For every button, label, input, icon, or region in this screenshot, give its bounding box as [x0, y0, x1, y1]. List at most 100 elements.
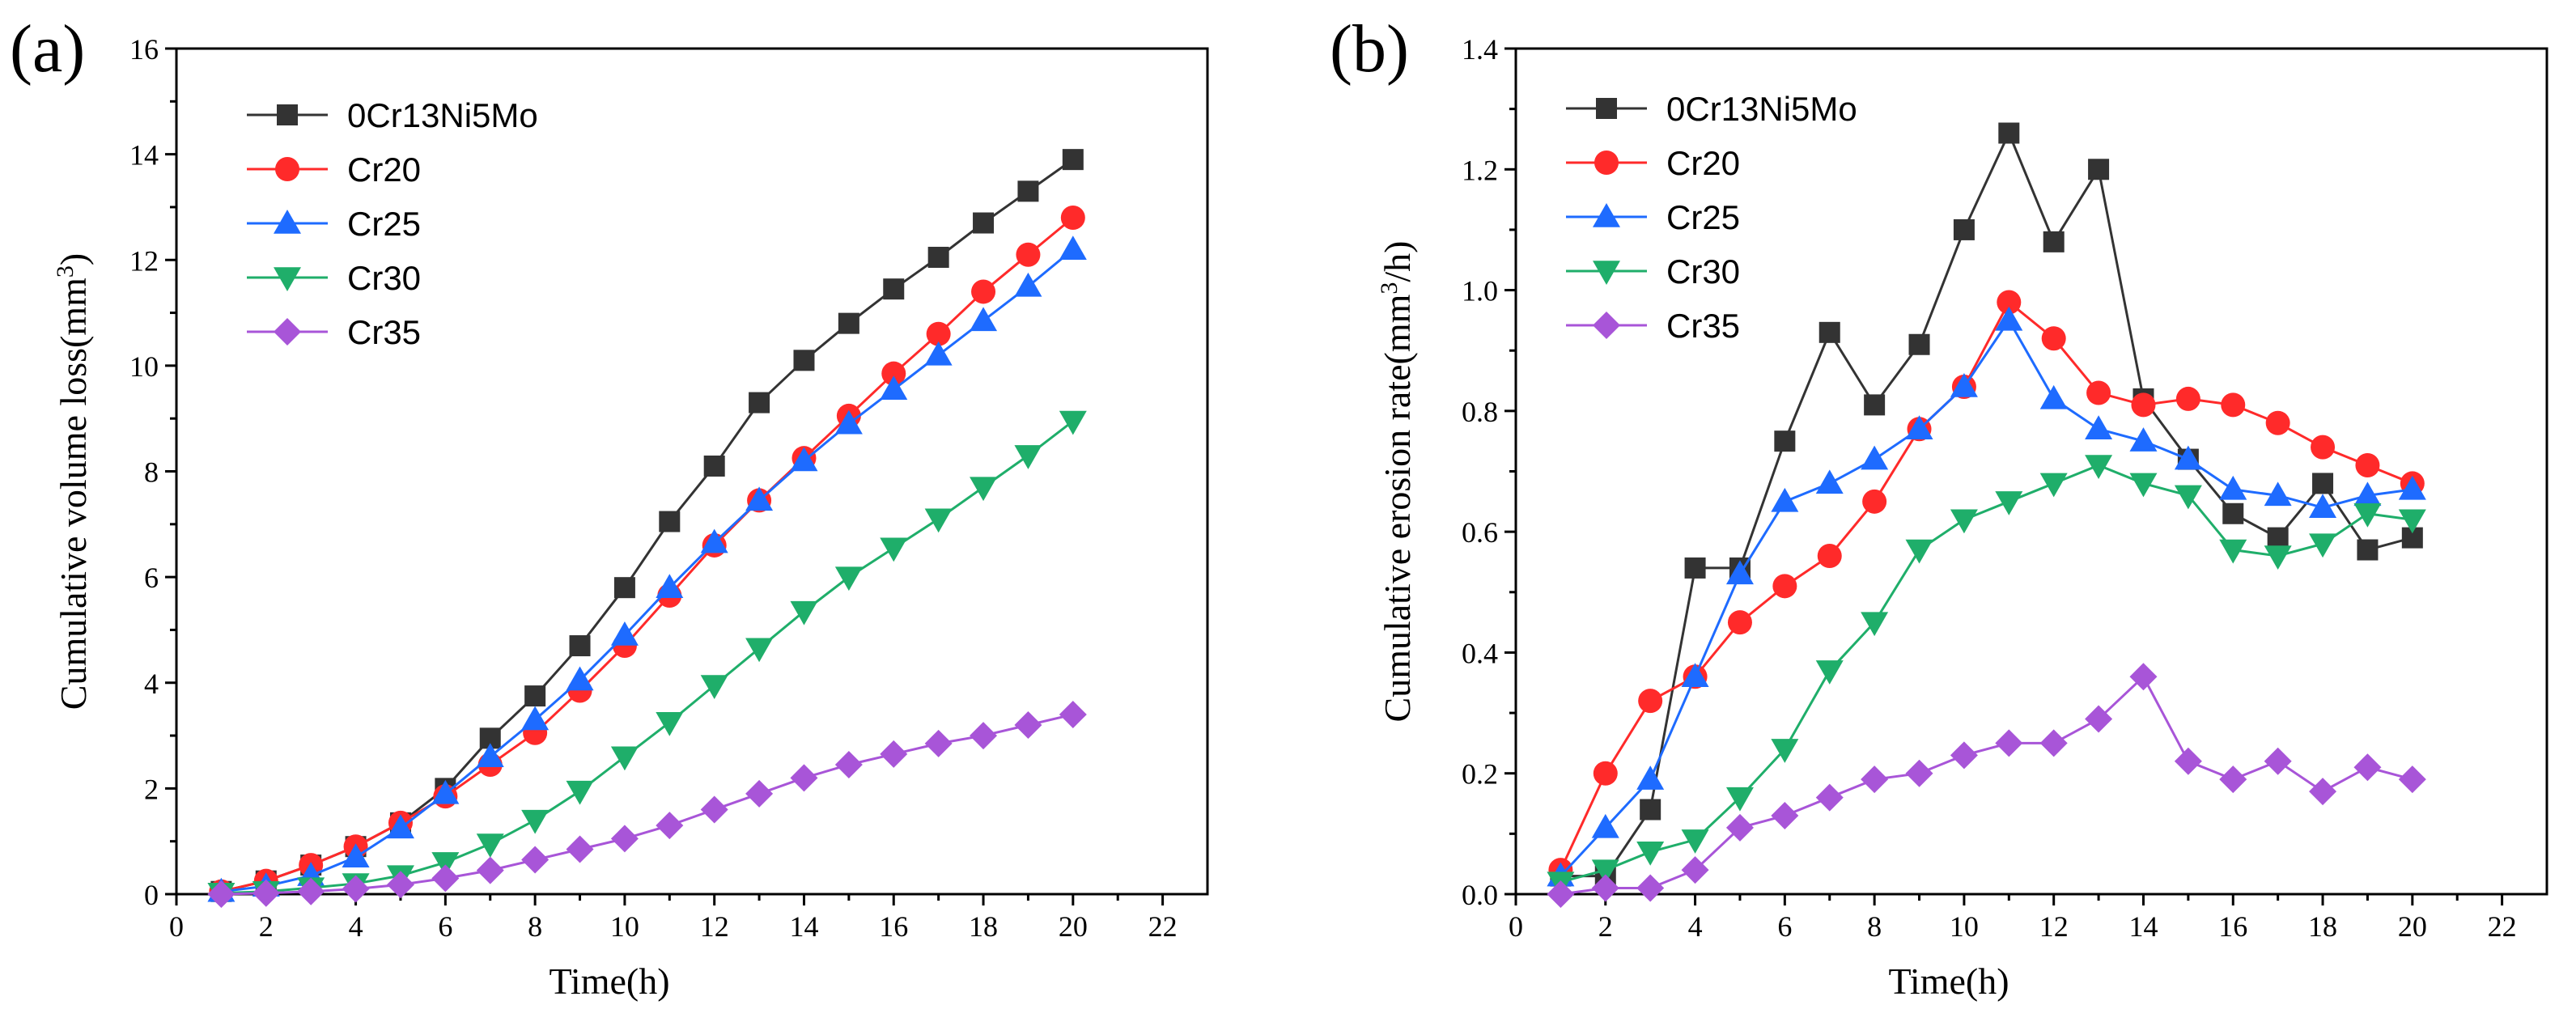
panel-b-x-tick-label: 22	[2488, 910, 2517, 943]
panel-a-point-cr30	[700, 675, 728, 700]
panel-b-legend-label: Cr35	[1666, 307, 1740, 345]
panel-a-y-axis-title-tail: )	[53, 253, 94, 265]
panel-a-point-cr35	[970, 722, 998, 750]
panel-b-point-cr20	[1638, 689, 1663, 714]
panel-b-y-tick-label: 1.0	[1462, 275, 1498, 307]
panel-b-point-cr30	[1591, 859, 1619, 884]
panel-a-plot-frame	[175, 47, 1209, 896]
panel-b-y-axis-title-main: Cumulative erosion rate(mm	[1377, 294, 1418, 722]
panel-b-point-cr30	[2353, 503, 2382, 528]
panel-a-x-tick-label: 14	[789, 910, 818, 943]
panel-a-point-cr25	[1059, 235, 1087, 260]
panel-b-point-cr25	[1681, 663, 1709, 688]
panel-b-point-cr20	[2355, 453, 2380, 478]
panel-a-x-tick-label: 0	[169, 910, 184, 943]
panel-b-point-cr35	[1591, 874, 1619, 902]
panel-b-y-tick-label: 0.0	[1462, 879, 1498, 911]
panel-a-point-cr20	[881, 361, 906, 386]
panel-a-point-0cr13ni5mo	[659, 511, 681, 532]
panel-b-y-axis-title-sup: 3	[1376, 282, 1403, 295]
panel-b-series-cr30	[1547, 455, 2426, 897]
panel-b-point-cr25	[1725, 560, 1754, 585]
panel-b-x-tick-label: 16	[2218, 910, 2247, 943]
panel-b-point-cr30	[2039, 473, 2068, 498]
panel-a-point-cr35	[790, 764, 818, 792]
panel-b-x-tick-label: 10	[1950, 910, 1979, 943]
panel-b-point-cr35	[1905, 759, 1933, 787]
panel-b-point-0cr13ni5mo	[2043, 231, 2065, 252]
panel-b-legend-marker	[1593, 312, 1620, 339]
panel-a-point-cr20	[926, 321, 951, 346]
panel-b-legend-label: Cr30	[1666, 252, 1740, 290]
panel-a-point-cr35	[476, 856, 504, 884]
panel-b-point-cr35	[2085, 705, 2113, 733]
panel-a-point-0cr13ni5mo	[524, 685, 546, 707]
panel-b-series-cr35	[1547, 663, 2426, 908]
panel-a-point-cr30	[431, 852, 460, 876]
panel-a-point-cr25	[386, 814, 414, 839]
panel-b-point-cr20	[2086, 380, 2111, 405]
panel-b-x-tick-label: 4	[1688, 910, 1703, 943]
panel-a-point-cr30	[610, 746, 639, 771]
panel-a-series-cr35	[207, 700, 1087, 908]
panel-a-point-cr25	[790, 447, 818, 472]
panel-b-point-cr30	[1861, 612, 1889, 637]
panel-a-point-cr35	[924, 729, 953, 757]
panel-a-y-tick-label: 16	[129, 33, 159, 66]
panel-b-point-cr35	[1771, 801, 1799, 829]
panel-a-point-cr25	[521, 706, 550, 731]
panel-a-point-cr25	[745, 486, 774, 511]
panel-a-point-cr25	[924, 341, 953, 366]
panel-b-point-cr35	[2219, 765, 2247, 794]
panel-a-y-tick-label: 4	[144, 668, 159, 700]
panel-b-legend-item-cr25: Cr25	[1566, 198, 1740, 236]
panel-b-x-tick-label: 14	[2128, 910, 2158, 943]
panel-b-point-cr35	[2039, 729, 2068, 757]
panel-b-x-tick-label: 20	[2398, 910, 2427, 943]
panel-a-label: (a)	[10, 11, 85, 87]
panel-b-point-0cr13ni5mo	[1998, 122, 2020, 144]
panel-b-series-cr20	[1548, 290, 2425, 883]
panel-a-legend-item-0cr13ni5mo: 0Cr13Ni5Mo	[247, 96, 538, 134]
panel-b-y-tick-label: 0.2	[1462, 758, 1498, 791]
panel-b-point-cr35	[1681, 856, 1709, 884]
panel-b-point-0cr13ni5mo	[1864, 394, 1886, 416]
panel-b-legend-label: Cr20	[1666, 144, 1740, 182]
panel-a-point-cr35	[521, 846, 550, 874]
panel-b-point-cr30	[1995, 491, 2023, 515]
panel-b-point-cr25	[2129, 427, 2158, 452]
panel-b-point-cr35	[1547, 880, 1575, 908]
panel-a-x-axis-title: Time(h)	[549, 961, 669, 1002]
panel-b-x-tick-label: 12	[2039, 910, 2069, 943]
panel-b-point-cr35	[2264, 747, 2292, 775]
panel-b-legend: 0Cr13Ni5Mo Cr20 Cr25 Cr30 Cr35	[1566, 90, 1857, 345]
panel-b-point-cr25	[2264, 481, 2292, 507]
panel-b-point-cr25	[2039, 384, 2068, 409]
panel-a-point-0cr13ni5mo	[613, 577, 635, 599]
panel-b-point-0cr13ni5mo	[2088, 159, 2110, 180]
panel-b-point-cr25	[1771, 487, 1799, 512]
panel-a-point-cr30	[834, 566, 863, 592]
panel-a-point-cr25	[880, 375, 908, 401]
panel-b-legend-marker	[1594, 151, 1619, 175]
panel-b-point-0cr13ni5mo	[2357, 539, 2379, 561]
panel-a-point-cr35	[566, 835, 594, 863]
panel-b-point-cr35	[2129, 663, 2158, 691]
panel-a-point-cr35	[834, 750, 863, 778]
panel-b-point-cr30	[1636, 842, 1665, 866]
panel-b-point-cr35	[1636, 874, 1665, 902]
panel-b-point-0cr13ni5mo	[2312, 473, 2334, 494]
panel-b-point-cr35	[1815, 783, 1844, 812]
panel-b-erosion-rate-chart: (b) 0 2 4 6 8 10 12 14 16 18 20 22 0.0 0.2 0.4 0.6 0.8 1.…	[1330, 11, 2548, 1002]
panel-b-point-cr35	[1861, 765, 1889, 794]
panel-b-x-axis-title: Time(h)	[1888, 961, 2009, 1002]
panel-a-legend-marker	[274, 318, 301, 346]
panel-b-point-cr20	[2311, 435, 2336, 460]
panel-a-legend-marker	[274, 267, 301, 291]
panel-b-point-cr30	[2219, 539, 2247, 564]
panel-b-point-cr30	[2309, 533, 2337, 558]
panel-b-y-axis-title: Cumulative erosion rate(mm3/h)	[1376, 241, 1419, 723]
panel-b-series-line-cr20	[1560, 300, 2413, 871]
panel-a-y-axis-title-main: Cumulative volume loss(mm	[53, 278, 94, 710]
